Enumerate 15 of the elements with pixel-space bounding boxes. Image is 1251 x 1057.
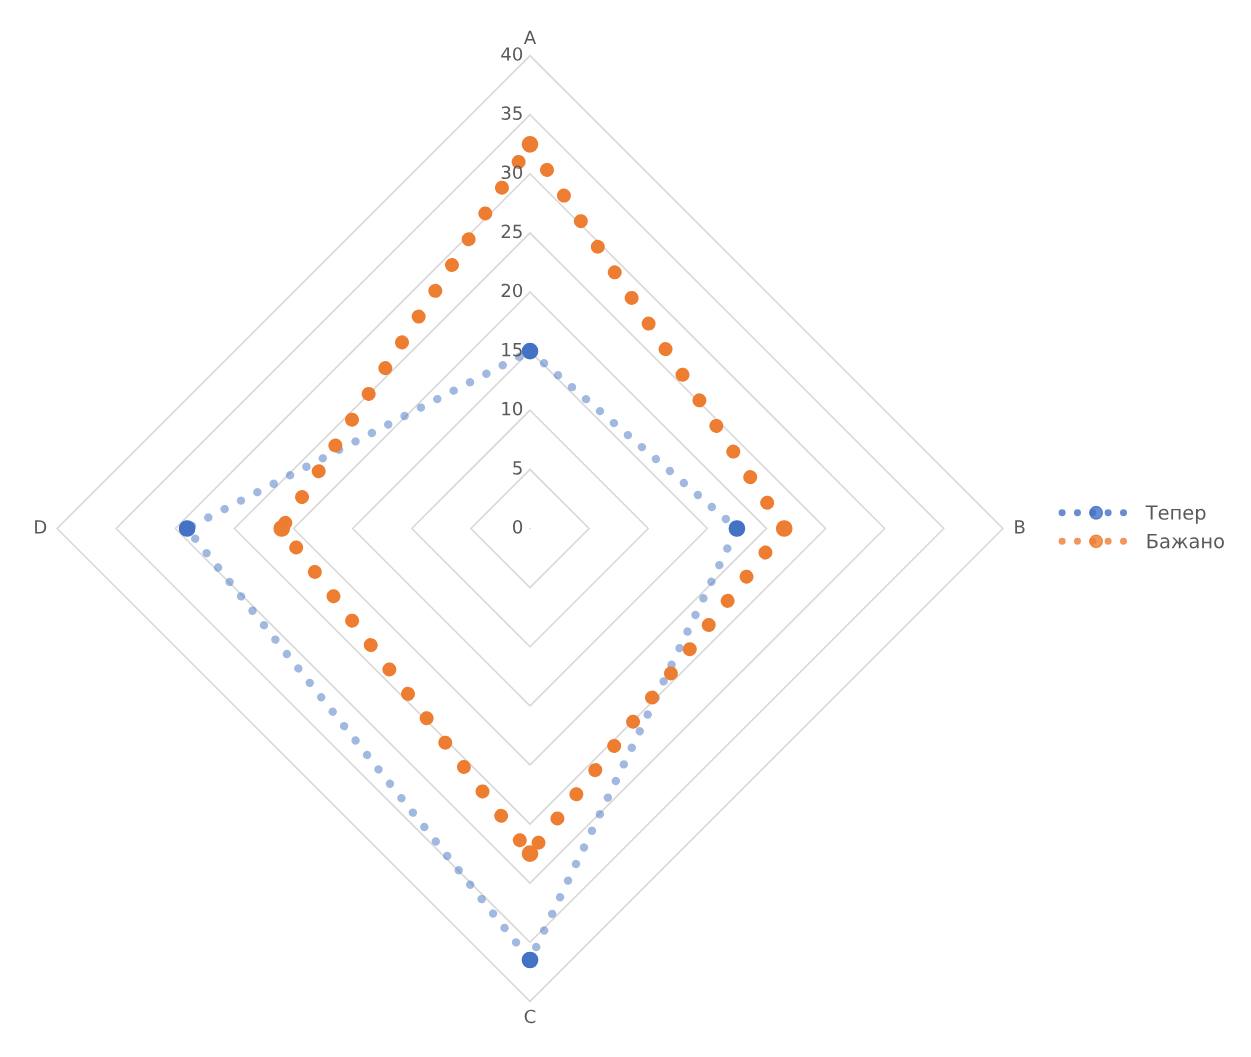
spoke-label: D	[35, 520, 47, 534]
legend-label: Тепер	[1145, 505, 1206, 524]
y-tick-label: 10	[502, 401, 523, 416]
y-tick-label: 15	[502, 342, 522, 357]
spoke-label: B	[1015, 520, 1025, 534]
y-tick-label: 0	[513, 520, 523, 534]
y-tick-label: 5	[513, 461, 522, 475]
y-tick-label: 40	[501, 47, 523, 61]
y-tick-label: 35	[501, 106, 522, 120]
y-tick-label: 20	[501, 283, 523, 298]
spoke-label: C	[524, 1009, 536, 1024]
y-tick-label: 25	[501, 224, 522, 239]
spoke-label: A	[523, 30, 537, 44]
legend-label: Бажано	[1147, 533, 1224, 549]
y-tick-label: 30	[501, 165, 523, 180]
